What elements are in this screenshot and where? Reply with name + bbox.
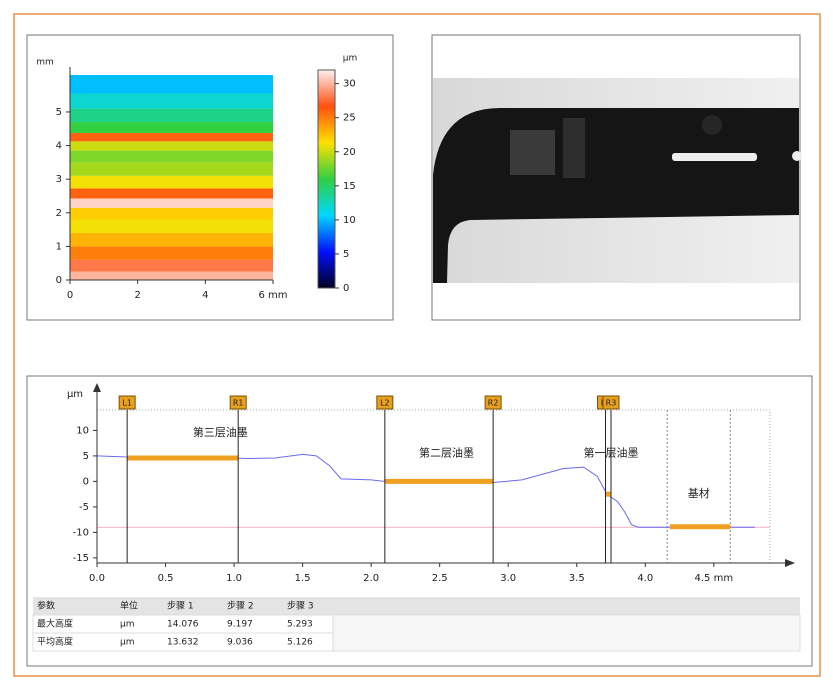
colorbar-tick-label: 0 [343,283,349,294]
heat-row [70,259,273,272]
y-tick-label: 5 [56,107,62,118]
heat-row [70,175,273,189]
heat-row [70,122,273,133]
cursor-label: L1 [122,399,132,408]
table-cell: 最大高度 [37,618,73,630]
colorbar-tick-label: 5 [343,249,349,260]
colorbar [317,69,336,289]
sensor [702,115,722,135]
colorbar-tick-label: 30 [343,79,356,90]
table-cell: 平均高度 [37,636,73,648]
heat-row [70,188,273,199]
y-tick-label: 10 [76,425,89,436]
cursor-label: L2 [380,399,390,408]
x-tick-label: 2 [134,290,140,301]
outer-frame [13,13,821,677]
annotation: 第二层油墨 [419,445,474,459]
annotation: 第三层油墨 [193,425,248,439]
table-header-cell: 参数 [37,600,55,612]
heat-row [70,198,273,208]
y-tick-label: 5 [83,451,89,462]
code-mark [563,118,585,178]
table-header-bg [33,597,800,615]
heat-row [70,232,273,247]
x-tick-label: 3.0 [500,573,516,584]
heat-row [70,141,273,151]
y-tick-label: -5 [79,502,89,513]
y-tick-label: 0 [83,476,89,487]
heat-row [70,246,273,260]
cursor-tag [484,395,502,410]
x-tick-label: 1.0 [226,573,242,584]
annotation: 第一层油墨 [584,445,639,459]
x-tick-label: 4.5 mm [695,573,734,584]
x-arrow [785,559,795,567]
table-cell: 5.126 [287,638,313,648]
y-tick-label: -10 [73,527,89,538]
table-cell: 9.036 [227,638,253,648]
y-tick-label: 4 [56,141,62,152]
table-cell: µm [120,620,135,630]
x-tick-label: 2.0 [363,573,379,584]
cursor-label: R1 [233,399,244,408]
cursor-tag [376,395,394,410]
x-tick-label: 0.5 [158,573,174,584]
code-mark [510,130,555,175]
annotation: 基材 [688,486,710,500]
heat-row [70,219,273,233]
x-tick-label: 6 mm [258,290,287,301]
table-header-cell: 步骤 1 [167,601,194,612]
y-arrow [93,383,101,392]
table-header-cell: 单位 [120,600,138,612]
heat-row [70,162,273,176]
x-tick-label: 0 [67,290,73,301]
photo [433,78,802,283]
colorbar-tick-label: 15 [343,181,356,192]
y-tick-label: 2 [56,208,62,219]
table-cell: 13.632 [167,638,199,648]
x-tick-label: 3.5 [569,573,585,584]
heat-row [70,108,273,123]
table-cell: 14.076 [167,620,199,630]
y-tick-label: 1 [56,241,62,252]
colorbar-tick-label: 25 [343,113,356,124]
heat-row [70,271,273,280]
cursor-tag [118,395,136,410]
x-tick-label: 4.0 [637,573,653,584]
heat-row [70,75,273,94]
y-tick-label: 0 [56,275,62,286]
heat-row [70,207,273,220]
table-row [32,632,334,652]
x-tick-label: 1.5 [295,573,311,584]
cursor-label: R3 [606,399,617,408]
x-tick-label: 2.5 [432,573,448,584]
camera-hole [792,151,802,161]
heat-row [70,150,273,163]
x-tick-label: 0.0 [89,573,105,584]
x-tick-label: 4 [202,290,208,301]
y-axis-label: µm [67,389,83,400]
y-tick-label: -15 [73,553,89,564]
table: 参数 单位 步骤 1 步骤 2 步骤 3 最大高度 µm 14.076 9.197 5.293 平均… [32,597,801,652]
colorbar-tick-label: 20 [343,147,356,158]
y-axis-label: mm [36,58,54,68]
table-cell: µm [120,638,135,648]
cursor-label: R2 [488,399,499,408]
y-tick-label: 3 [56,174,62,185]
speaker-slot [672,153,757,161]
table-header-cell: 步骤 2 [227,601,254,612]
heat-row [70,132,273,142]
colorbar-label: µm [343,54,358,64]
cursor-tag [229,395,247,410]
colorbar-tick-label: 10 [343,215,356,226]
cursor-tag [602,395,620,410]
heat-row [70,93,273,109]
table-cell: 9.197 [227,620,253,630]
table-header-cell: 步骤 3 [287,601,314,612]
table-cell: 5.293 [287,620,313,630]
